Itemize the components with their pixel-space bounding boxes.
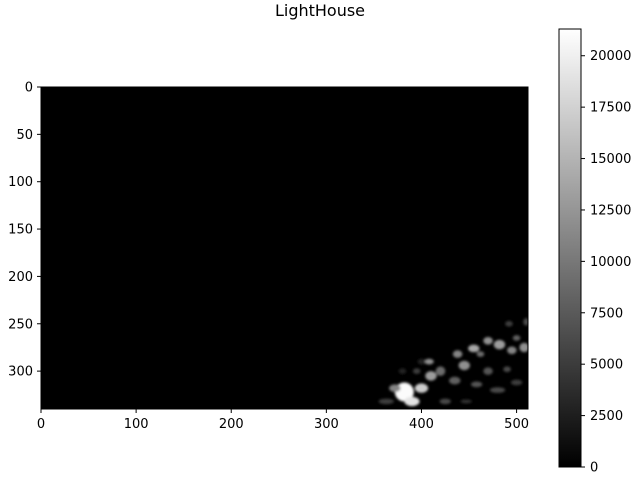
bright-region — [460, 399, 472, 404]
y-tick-label: 100 — [8, 175, 33, 190]
image-bright-regions — [378, 318, 528, 407]
x-tick-label: 500 — [504, 417, 529, 432]
y-tick-label: 150 — [8, 223, 33, 238]
bright-region — [424, 358, 434, 365]
bright-region — [449, 376, 461, 385]
bright-region — [519, 342, 528, 353]
bright-region — [476, 351, 485, 357]
y-tick-label: 300 — [8, 365, 33, 380]
y-tick-label: 200 — [8, 270, 33, 285]
bright-region — [425, 371, 437, 381]
x-tick-label: 400 — [409, 417, 434, 432]
y-tick-label: 50 — [16, 128, 33, 143]
bright-region — [378, 398, 394, 405]
x-tick-label: 100 — [124, 417, 149, 432]
bright-region — [398, 368, 407, 374]
x-axis: 0 100 200 300 400 500 — [37, 409, 529, 432]
chart-title: LightHouse — [275, 1, 365, 20]
y-axis: 0 50 100 150 200 250 300 — [8, 81, 41, 380]
x-tick-label: 200 — [219, 417, 244, 432]
bright-region — [489, 387, 506, 393]
y-tick-label: 0 — [25, 81, 33, 96]
bright-region — [458, 360, 470, 371]
x-tick-label: 0 — [37, 417, 45, 432]
bright-region — [470, 381, 483, 388]
image-background — [41, 87, 528, 409]
bright-region — [512, 335, 521, 341]
y-tick-label: 250 — [8, 317, 33, 332]
bright-region — [510, 379, 523, 386]
bright-region — [507, 346, 517, 355]
colorbar-tick-label: 20000 — [590, 49, 631, 64]
colorbar-tick-label: 0 — [590, 461, 598, 476]
colorbar-tick-label: 7500 — [590, 306, 623, 321]
bright-region — [452, 350, 463, 358]
colorbar-tick-label: 12500 — [590, 203, 631, 218]
bright-region — [389, 384, 401, 392]
colorbar-tick-label: 15000 — [590, 152, 631, 167]
bright-region — [505, 320, 513, 327]
colorbar-tick-label: 2500 — [590, 409, 623, 424]
plot-frame — [40, 86, 529, 410]
bright-region — [435, 366, 446, 376]
bright-region — [404, 396, 420, 407]
colorbar-tick-label: 5000 — [590, 358, 623, 373]
bright-region — [483, 367, 493, 375]
colorbar-tick-label: 17500 — [590, 101, 631, 116]
bright-region — [439, 398, 451, 405]
bright-region — [503, 366, 511, 373]
colorbar-axis: 0 2500 5000 7500 10000 12500 15000 17500 20000 — [581, 49, 631, 476]
bright-region — [468, 344, 480, 353]
colorbar — [558, 28, 582, 468]
bright-region — [493, 339, 506, 350]
x-tick-label: 300 — [314, 417, 339, 432]
bright-region — [523, 318, 528, 326]
bright-region — [414, 383, 429, 393]
bright-region — [412, 368, 421, 374]
bright-region — [417, 358, 426, 365]
bright-region — [483, 337, 493, 345]
colorbar-tick-label: 10000 — [590, 255, 631, 270]
